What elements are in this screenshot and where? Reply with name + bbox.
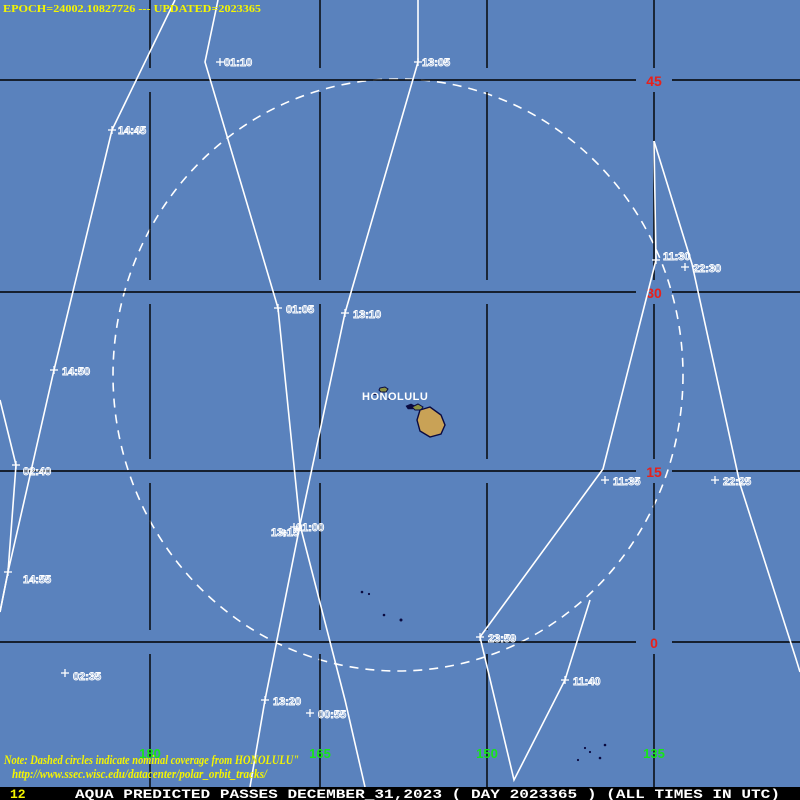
svg-text:11:30: 11:30: [663, 251, 691, 263]
svg-text:EPOCH=24002.10827726 --- UPDAT: EPOCH=24002.10827726 --- UPDATED=2023365: [3, 3, 262, 15]
svg-text:02:35: 02:35: [73, 671, 101, 683]
svg-text:11:40: 11:40: [573, 676, 601, 688]
svg-text:11:35: 11:35: [613, 476, 641, 488]
svg-text:22:30: 22:30: [693, 263, 721, 275]
svg-text:22:25: 22:25: [723, 476, 751, 488]
svg-text:http://www.ssec.wisc.edu/datac: http://www.ssec.wisc.edu/datacenter/pola…: [12, 767, 268, 781]
svg-text:13:20: 13:20: [273, 696, 301, 708]
svg-text:15: 15: [646, 464, 662, 480]
svg-text:14:50: 14:50: [62, 366, 90, 378]
svg-text:Note: Dashed circles indicate: Note: Dashed circles indicate nominal co…: [3, 753, 299, 767]
svg-text:01:00: 01:00: [296, 522, 324, 534]
svg-text:00:55: 00:55: [318, 709, 346, 721]
svg-text:14:45: 14:45: [118, 125, 146, 137]
svg-text:12: 12: [10, 787, 26, 800]
svg-text:01:05: 01:05: [286, 304, 314, 316]
svg-text:02:40: 02:40: [23, 466, 51, 478]
svg-text:AQUA PREDICTED PASSES DECEMBER: AQUA PREDICTED PASSES DECEMBER_31,2023 (…: [75, 787, 780, 800]
svg-text:150: 150: [476, 746, 498, 761]
svg-text:01:10: 01:10: [224, 57, 252, 69]
svg-text:0: 0: [650, 635, 658, 651]
svg-text:HONOLULU: HONOLULU: [362, 391, 428, 403]
svg-text:13:05: 13:05: [422, 57, 450, 69]
svg-text:165: 165: [309, 746, 331, 761]
svg-text:135: 135: [643, 746, 665, 761]
svg-text:23:59: 23:59: [488, 633, 516, 645]
svg-text:45: 45: [646, 73, 662, 89]
svg-text:13:15: 13:15: [271, 527, 299, 539]
svg-text:14:55: 14:55: [23, 574, 51, 586]
svg-text:13:10: 13:10: [353, 309, 381, 321]
